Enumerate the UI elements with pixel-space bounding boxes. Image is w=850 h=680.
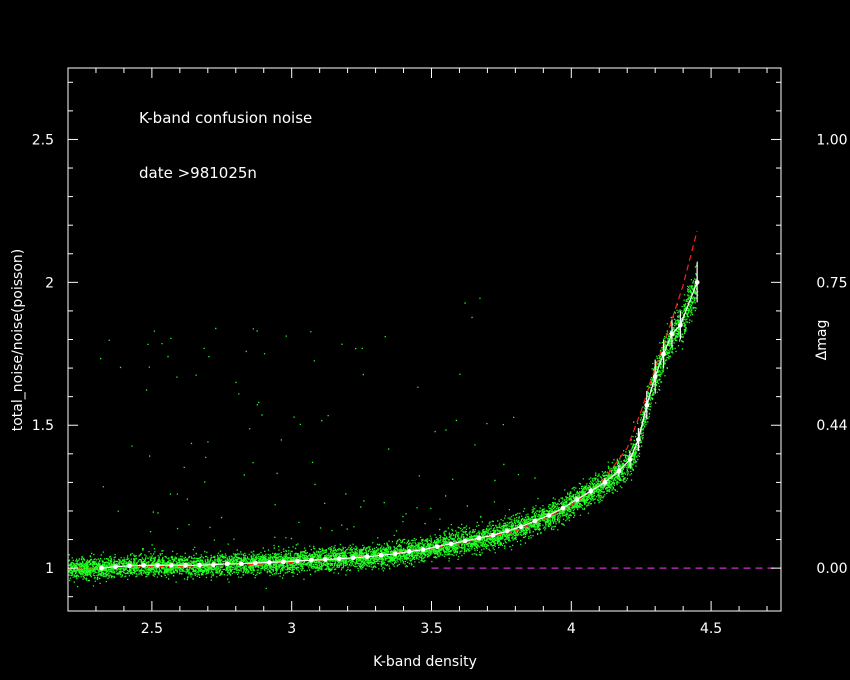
model-dashed-line [67, 230, 698, 569]
y2-tick-label: 1.00 [816, 132, 847, 148]
binned-point [476, 535, 482, 541]
binned-point [669, 331, 675, 337]
y2-tick-label: 0.75 [816, 275, 847, 291]
binned-point [420, 547, 426, 552]
binned-point [694, 279, 700, 285]
binned-point [113, 564, 118, 570]
binned-point [294, 558, 300, 564]
binned-point [636, 437, 641, 442]
binned-point [308, 557, 314, 563]
binned-point [350, 555, 356, 561]
binned-line [101, 282, 698, 569]
binned-point [238, 561, 244, 567]
binned-point [546, 512, 552, 518]
scatter-cloud [68, 261, 699, 589]
binned-point [462, 538, 468, 544]
binned-point [652, 374, 658, 380]
binned-point [448, 541, 454, 547]
y-tick-label: 1 [45, 561, 54, 577]
binned-point [616, 468, 622, 474]
x-axis-title: K-band density [373, 654, 477, 670]
y2-axis-title: Δmag [814, 320, 830, 361]
binned-point [127, 563, 132, 569]
y2-tick-label: 0.00 [816, 561, 847, 577]
annotation-date: date >981025n [139, 164, 257, 182]
binned-point [677, 322, 683, 328]
binned-point [406, 549, 412, 554]
binned-point [532, 518, 538, 524]
y-tick-label: 2.5 [32, 132, 54, 148]
binned-point [99, 565, 104, 571]
binned-point [392, 551, 398, 557]
binned-point [169, 562, 174, 568]
y-axis-title: total_noise/noise(poisson) [10, 249, 26, 432]
y-tick-label: 2 [45, 275, 54, 291]
binned-point [155, 562, 160, 568]
model-curve [67, 230, 698, 569]
binned-point [141, 562, 146, 568]
x-tick-label: 2.5 [141, 621, 163, 637]
binned-point [560, 505, 566, 511]
binned-point [504, 528, 510, 534]
binned-point [644, 402, 650, 408]
x-tick-label: 3 [287, 621, 296, 637]
binned-point [266, 560, 272, 565]
binned-means [99, 262, 700, 571]
binned-point [280, 559, 286, 565]
x-tick-label: 3.5 [420, 621, 442, 637]
annotation-title: K-band confusion noise [139, 109, 312, 127]
binned-point [378, 552, 384, 558]
binned-point [518, 524, 524, 530]
y-tick-label: 1.5 [32, 418, 54, 434]
binned-point [574, 497, 580, 502]
scatter-points [68, 261, 699, 589]
binned-point [661, 351, 666, 357]
x-tick-label: 4 [567, 621, 576, 637]
binned-point [627, 457, 633, 462]
binned-point [434, 544, 440, 550]
y2-tick-label: 0.44 [816, 418, 847, 434]
binned-point [252, 560, 258, 566]
binned-point [183, 562, 188, 568]
binned-point [197, 562, 202, 568]
axes-frame: 2.5 3 3.5 4 4.5 1 1.5 2 2.5 0.00 0.44 0.75 1.00 [32, 67, 848, 637]
binned-point [224, 561, 230, 567]
binned-point [602, 479, 608, 485]
x-tick-label: 4.5 [700, 621, 722, 637]
binned-point [322, 557, 328, 562]
binned-point [210, 562, 216, 568]
binned-point [588, 488, 594, 494]
binned-point [336, 556, 342, 562]
binned-point [490, 532, 496, 538]
binned-point [364, 554, 370, 560]
